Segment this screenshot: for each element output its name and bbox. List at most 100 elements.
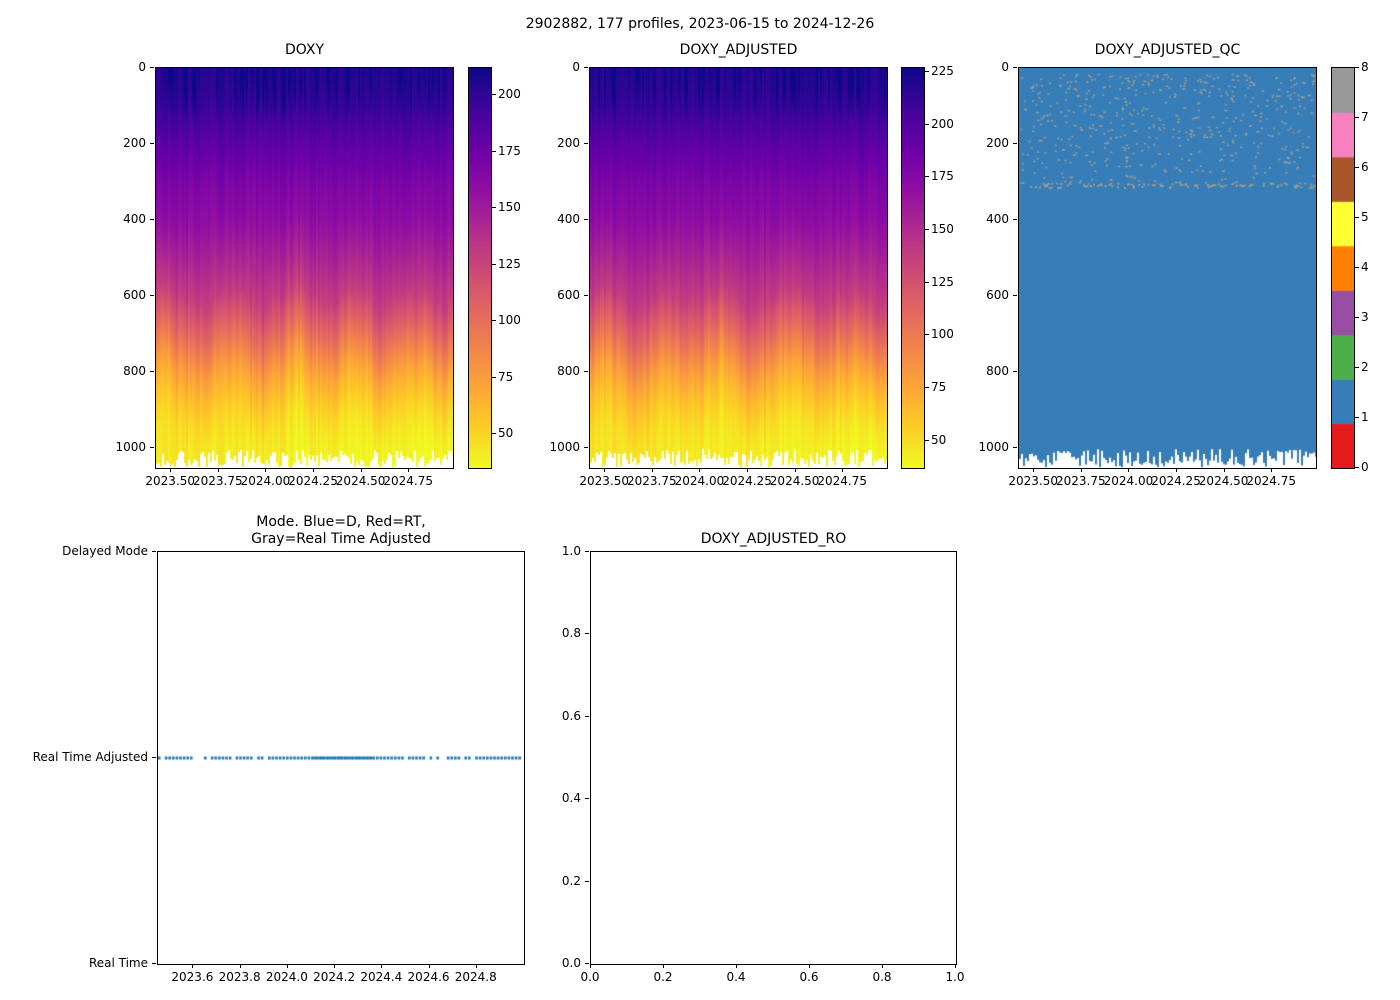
colorbar-tick-mark <box>1355 417 1359 418</box>
x-tick-mark <box>1033 468 1035 472</box>
x-tick-mark <box>360 468 362 472</box>
colorbar-tick-label: 225 <box>931 64 954 79</box>
y-tick-mark <box>150 143 154 145</box>
doxy-adjusted-ro-title: DOXY_ADJUSTED_RO <box>700 531 847 547</box>
x-tick-label: 2024.50 <box>769 474 820 488</box>
doxy-heatmap <box>155 67 454 469</box>
x-tick-mark <box>217 468 219 472</box>
doxy-colorbar <box>468 67 492 469</box>
colorbar-tick-label: 5 <box>1361 210 1369 224</box>
x-tick-label: 2024.00 <box>1103 474 1154 488</box>
colorbar-tick-mark <box>1355 467 1359 468</box>
y-category-label: Delayed Mode <box>62 544 148 558</box>
doxy-adjusted-qc-title: DOXY_ADJUSTED_QC <box>1094 42 1241 58</box>
doxy-adjusted-title: DOXY_ADJUSTED <box>679 42 798 58</box>
x-tick-mark <box>604 468 606 472</box>
colorbar-tick-mark <box>492 94 496 96</box>
y-tick-mark <box>150 295 154 297</box>
colorbar-tick-label: 200 <box>498 87 521 102</box>
y-tick-mark <box>1013 295 1017 297</box>
x-tick-label: 2024.50 <box>1198 474 1249 488</box>
x-tick-label: 2024.8 <box>454 970 497 984</box>
colorbar-tick-label: 75 <box>498 369 514 384</box>
x-tick-mark <box>1271 468 1273 472</box>
x-tick-mark <box>286 964 288 968</box>
y-tick-label: 0.6 <box>561 708 581 723</box>
y-tick-mark <box>150 371 154 373</box>
doxy-adjusted-qc-heatmap <box>1018 67 1317 469</box>
x-tick-mark <box>955 964 956 968</box>
x-tick-label: 2024.0 <box>265 970 308 984</box>
doxy-adjusted-colorbar <box>901 67 925 469</box>
y-tick-mark <box>152 551 156 552</box>
y-tick-label: 0 <box>1001 60 1009 74</box>
x-tick-label: 2023.75 <box>627 474 677 488</box>
x-tick-mark <box>794 468 796 472</box>
x-tick-mark <box>170 468 172 472</box>
colorbar-tick-mark <box>492 433 496 435</box>
x-tick-label: 0.6 <box>799 970 819 984</box>
colorbar-tick-label: 100 <box>931 327 954 342</box>
x-tick-label: 2024.75 <box>383 474 434 488</box>
x-tick-mark <box>663 964 664 968</box>
y-tick-mark <box>585 880 589 882</box>
x-tick-label: 2024.00 <box>240 474 291 488</box>
colorbar-tick-mark <box>925 123 929 125</box>
y-tick-mark <box>1013 447 1017 449</box>
mode-scatter-canvas <box>158 552 524 964</box>
y-tick-mark <box>584 447 588 449</box>
x-tick-mark <box>590 964 591 968</box>
x-tick-mark <box>381 964 383 968</box>
colorbar-tick-label: 75 <box>931 380 947 394</box>
x-tick-label: 2024.25 <box>288 474 338 488</box>
colorbar-tick-mark <box>1355 317 1359 318</box>
x-tick-label: 2023.6 <box>171 970 214 984</box>
x-tick-label: 2023.50 <box>1008 474 1059 488</box>
x-tick-mark <box>334 964 336 968</box>
y-tick-label: 600 <box>986 288 1009 303</box>
x-tick-mark <box>1128 468 1130 472</box>
x-tick-mark <box>1176 468 1178 472</box>
colorbar-tick-mark <box>492 263 496 265</box>
y-tick-label: 200 <box>986 136 1009 151</box>
x-tick-label: 0.8 <box>872 970 892 984</box>
y-tick-mark <box>150 219 154 221</box>
y-tick-label: 800 <box>557 364 580 379</box>
x-tick-label: 2023.8 <box>218 970 261 984</box>
doxy-adjusted-heatmap-canvas <box>590 68 887 468</box>
mode-scatter-plot <box>157 551 525 965</box>
doxy-adjusted-ro-plot <box>590 551 957 965</box>
y-tick-label: 600 <box>557 288 580 303</box>
x-tick-label: 1.0 <box>945 970 965 984</box>
colorbar-tick-label: 100 <box>498 313 521 328</box>
colorbar-tick-label: 3 <box>1361 310 1369 324</box>
x-tick-mark <box>1223 468 1225 472</box>
x-tick-label: 2023.50 <box>579 474 630 488</box>
colorbar-tick-label: 50 <box>931 432 947 447</box>
colorbar-tick-label: 125 <box>498 256 521 271</box>
x-tick-mark <box>736 964 737 968</box>
y-tick-mark <box>584 67 588 68</box>
y-tick-label: 0 <box>138 60 146 74</box>
x-tick-label: 2024.00 <box>674 474 725 488</box>
x-tick-mark <box>475 964 477 968</box>
x-tick-label: 2024.25 <box>722 474 772 488</box>
x-tick-mark <box>408 468 410 472</box>
colorbar-tick-mark <box>925 334 929 336</box>
mode-title-line2: Gray=Real Time Adjusted <box>251 531 431 547</box>
x-tick-label: 2023.75 <box>1056 474 1106 488</box>
colorbar-tick-label: 50 <box>498 426 514 441</box>
x-tick-mark <box>313 468 315 472</box>
x-tick-label: 2023.75 <box>193 474 243 488</box>
colorbar-tick-mark <box>1355 367 1359 368</box>
x-tick-mark <box>265 468 267 472</box>
y-tick-mark <box>1013 371 1017 373</box>
colorbar-tick-label: 7 <box>1361 110 1369 124</box>
colorbar-tick-mark <box>1355 67 1359 68</box>
doxy-title: DOXY <box>284 42 325 58</box>
y-tick-label: 0.8 <box>561 626 581 641</box>
colorbar-tick-label: 1 <box>1361 410 1369 424</box>
colorbar-tick-label: 6 <box>1361 160 1369 174</box>
x-tick-label: 0.2 <box>653 970 673 984</box>
y-tick-label: 0 <box>572 60 580 74</box>
